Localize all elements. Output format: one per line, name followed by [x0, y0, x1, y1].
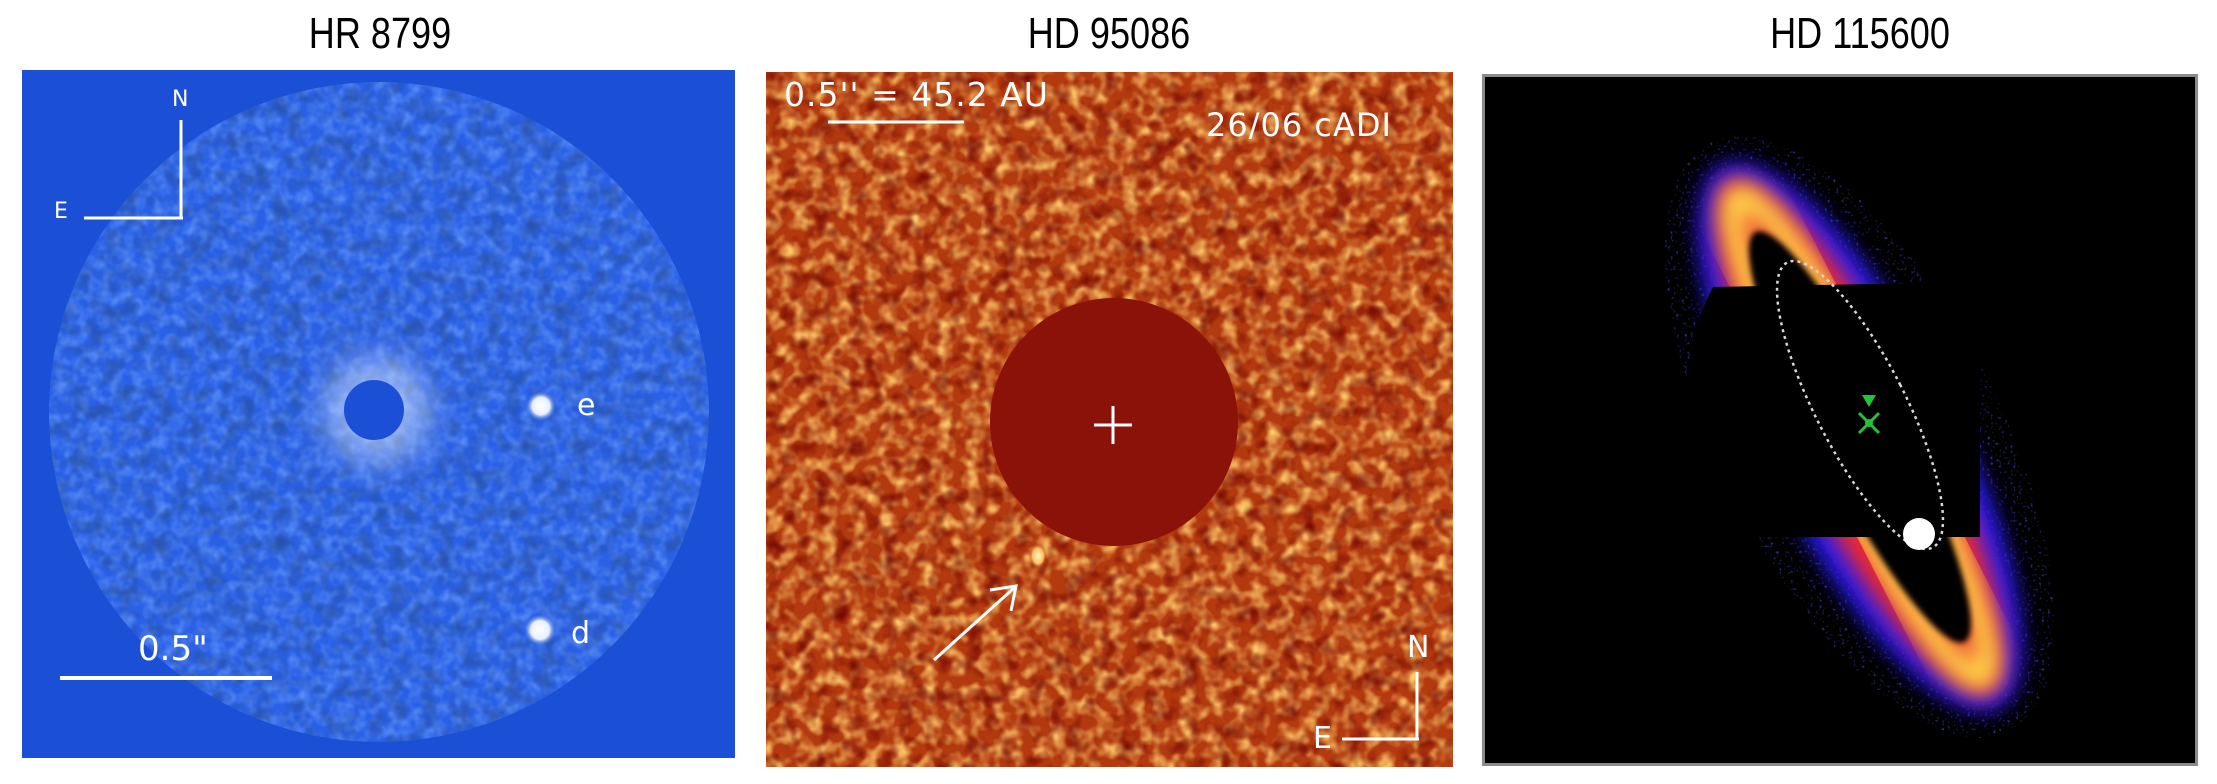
- star-marker-icon: [1857, 411, 1881, 435]
- planet-e-source: [525, 390, 557, 422]
- panel-title-hr8799: HR 8799: [308, 9, 452, 58]
- star-position-cross: [1094, 406, 1132, 444]
- hr8799-image: e d N E 0.5": [22, 70, 735, 758]
- hd95086-image: 0.5'' = 45.2 AU 26/06 cADI N E: [766, 72, 1453, 767]
- panel-title-hd115600: HD 115600: [1770, 9, 1950, 58]
- hd95086-scale-label: 0.5'' = 45.2 AU: [784, 75, 1049, 114]
- hr8799-coronagraph-mask: [344, 380, 404, 440]
- planet-arrow: [932, 584, 1018, 662]
- planet-orbit-ellipse: [1775, 259, 1945, 551]
- hr8799-scale-label: 0.5": [138, 629, 208, 669]
- hr8799-image-panel: e d N E 0.5": [22, 70, 735, 758]
- planet-d-source: [523, 613, 557, 647]
- hd95086-compass: N E: [1313, 630, 1429, 756]
- compass-north-label: N: [172, 87, 188, 112]
- star-marker-triangle: [1862, 395, 1876, 407]
- hd115600-image: [1485, 77, 2195, 763]
- hd95086-epoch-label: 26/06 cADI: [1206, 106, 1392, 144]
- hd95086-image-panel: 0.5'' = 45.2 AU 26/06 cADI N E: [766, 72, 1453, 767]
- compass-east-label: E: [1313, 721, 1332, 756]
- panel-title-hd95086: HD 95086: [1027, 9, 1191, 58]
- planet-label-e: e: [577, 388, 595, 423]
- planet-label-d: d: [571, 616, 590, 651]
- hr8799-scale-bar: 0.5": [60, 629, 272, 680]
- hd115600-image-panel: [1482, 74, 2198, 766]
- hd115600-coronagraph-mask: [1684, 282, 1980, 537]
- planet-position-marker: [1903, 518, 1935, 550]
- compass-east-label: E: [54, 199, 68, 224]
- planet-source: [1029, 543, 1047, 569]
- hr8799-compass: N E: [54, 87, 188, 224]
- compass-north-label: N: [1407, 630, 1429, 665]
